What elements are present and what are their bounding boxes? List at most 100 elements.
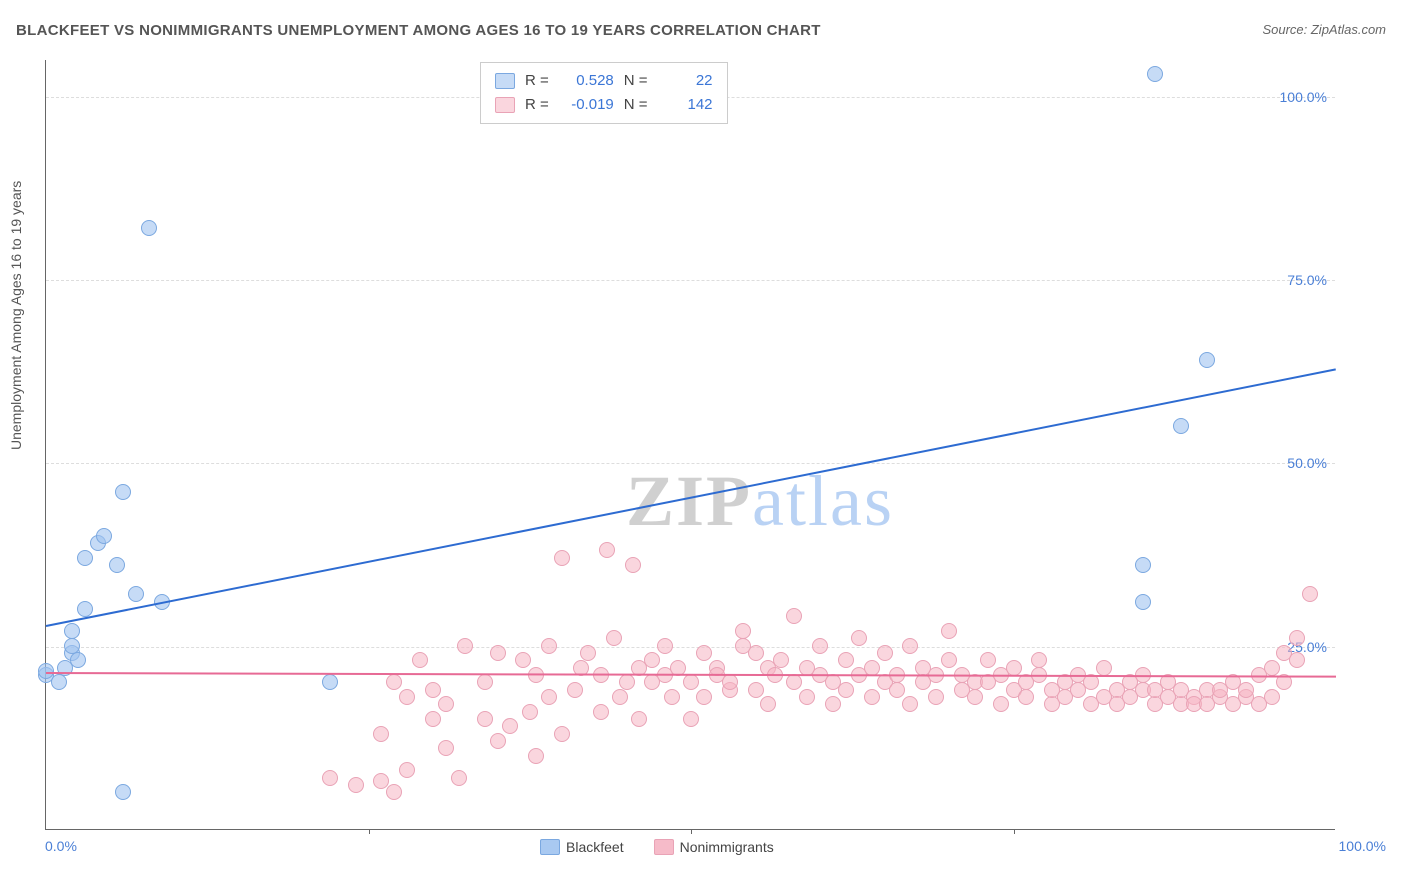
data-point: [864, 660, 880, 676]
data-point: [851, 630, 867, 646]
data-point: [967, 689, 983, 705]
data-point: [109, 557, 125, 573]
data-point: [451, 770, 467, 786]
data-point: [1289, 630, 1305, 646]
data-point: [1018, 689, 1034, 705]
gridline: [46, 463, 1335, 464]
data-point: [515, 652, 531, 668]
data-point: [322, 674, 338, 690]
r-value-0: 0.528: [559, 69, 614, 93]
n-label-0: N =: [624, 69, 648, 93]
data-point: [425, 682, 441, 698]
data-point: [541, 638, 557, 654]
data-point: [77, 550, 93, 566]
data-point: [115, 484, 131, 500]
data-point: [115, 784, 131, 800]
xtick-0: 0.0%: [45, 838, 77, 854]
data-point: [64, 623, 80, 639]
xtick-1: 100.0%: [1339, 838, 1386, 854]
chart-container: BLACKFEET VS NONIMMIGRANTS UNEMPLOYMENT …: [0, 0, 1406, 892]
legend-stats-box: R = 0.528 N = 22 R = -0.019 N = 142: [480, 62, 728, 124]
data-point: [593, 704, 609, 720]
legend-bottom: Blackfeet Nonimmigrants: [540, 839, 774, 855]
data-point: [619, 674, 635, 690]
data-point: [864, 689, 880, 705]
data-point: [1173, 418, 1189, 434]
data-point: [980, 652, 996, 668]
data-point: [1238, 682, 1254, 698]
data-point: [657, 638, 673, 654]
data-point: [631, 711, 647, 727]
data-point: [838, 652, 854, 668]
r-value-1: -0.019: [559, 93, 614, 117]
data-point: [386, 784, 402, 800]
data-point: [51, 674, 67, 690]
watermark-part2: atlas: [752, 461, 894, 541]
gridline: [46, 647, 1335, 648]
data-point: [928, 689, 944, 705]
n-value-1: 142: [658, 93, 713, 117]
data-point: [941, 623, 957, 639]
data-point: [399, 762, 415, 778]
data-point: [96, 528, 112, 544]
trend-line: [46, 368, 1336, 627]
x-tick-mark: [1014, 829, 1015, 834]
data-point: [1289, 652, 1305, 668]
data-point: [438, 696, 454, 712]
data-point: [1096, 660, 1112, 676]
ytick: 100.0%: [1280, 89, 1327, 105]
legend-stats-row-1: R = -0.019 N = 142: [495, 93, 713, 117]
data-point: [373, 726, 389, 742]
n-label-1: N =: [624, 93, 648, 117]
data-point: [1199, 352, 1215, 368]
data-point: [541, 689, 557, 705]
data-point: [838, 682, 854, 698]
data-point: [644, 652, 660, 668]
data-point: [567, 682, 583, 698]
gridline: [46, 280, 1335, 281]
ytick: 75.0%: [1287, 272, 1327, 288]
x-tick-mark: [369, 829, 370, 834]
watermark-part1: ZIP: [626, 461, 752, 541]
data-point: [1135, 557, 1151, 573]
data-point: [322, 770, 338, 786]
r-label-1: R =: [525, 93, 549, 117]
data-point: [399, 689, 415, 705]
data-point: [722, 674, 738, 690]
data-point: [1006, 660, 1022, 676]
data-point: [1031, 652, 1047, 668]
data-point: [683, 674, 699, 690]
data-point: [696, 645, 712, 661]
data-point: [735, 623, 751, 639]
data-point: [128, 586, 144, 602]
data-point: [141, 220, 157, 236]
legend-item-blackfeet: Blackfeet: [540, 839, 624, 855]
data-point: [70, 652, 86, 668]
data-point: [554, 726, 570, 742]
n-value-0: 22: [658, 69, 713, 93]
data-point: [799, 689, 815, 705]
data-point: [580, 645, 596, 661]
data-point: [786, 674, 802, 690]
data-point: [386, 674, 402, 690]
data-point: [1302, 586, 1318, 602]
data-point: [812, 638, 828, 654]
data-point: [77, 601, 93, 617]
legend-item-nonimmigrants: Nonimmigrants: [654, 839, 774, 855]
swatch-blackfeet: [495, 73, 515, 89]
data-point: [902, 696, 918, 712]
y-axis-label: Unemployment Among Ages 16 to 19 years: [8, 181, 24, 450]
data-point: [993, 696, 1009, 712]
data-point: [425, 711, 441, 727]
data-point: [625, 557, 641, 573]
data-point: [554, 550, 570, 566]
data-point: [348, 777, 364, 793]
r-label-0: R =: [525, 69, 549, 93]
plot-area: ZIPatlas 25.0%50.0%75.0%100.0%: [45, 60, 1335, 830]
data-point: [902, 638, 918, 654]
data-point: [696, 689, 712, 705]
data-point: [599, 542, 615, 558]
data-point: [1147, 66, 1163, 82]
legend-label-nonimmigrants: Nonimmigrants: [680, 839, 774, 855]
data-point: [457, 638, 473, 654]
